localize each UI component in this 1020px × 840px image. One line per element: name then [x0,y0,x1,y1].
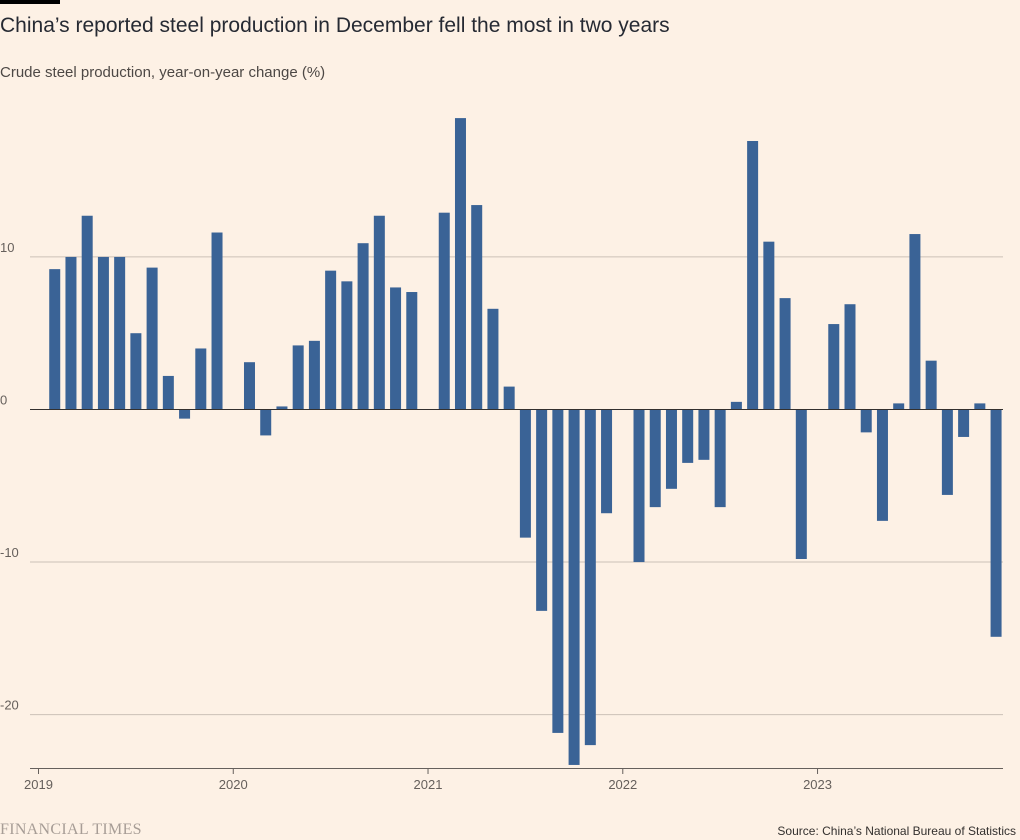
bar [406,292,418,410]
chart-title: China’s reported steel production in Dec… [0,14,670,37]
x-tick-label: 2023 [803,777,832,792]
bar [65,256,77,410]
bar [292,345,304,410]
bar [876,409,888,521]
bar [130,333,142,410]
grid-layer: 10 0 -10 -20 [0,240,1003,716]
x-tick-label: 2020 [219,777,248,792]
bar [601,409,613,514]
bar [844,304,856,410]
bar [179,409,191,419]
bar [81,215,93,410]
x-tick-label: 2021 [414,777,443,792]
bar [779,298,791,410]
bar [260,409,272,436]
bar [665,409,677,489]
bar [487,308,499,410]
bar [357,243,369,410]
source-note: Source: China’s National Bureau of Stati… [777,824,1016,838]
bar [162,375,174,410]
bar [893,403,905,410]
bar [454,118,466,410]
bar [519,409,531,538]
bar [308,340,320,410]
bar [763,241,775,410]
bar [974,403,986,410]
bar [909,234,921,410]
bar [649,409,661,508]
bar [633,409,645,563]
bar [97,256,109,410]
bar [714,409,726,508]
bar [730,401,742,410]
bar [990,409,1002,637]
bar [471,205,483,410]
bar [860,409,872,433]
bar [211,232,223,410]
chart-subtitle: Crude steel production, year-on-year cha… [0,64,326,81]
bar [276,406,288,410]
y-tick-label: 10 [0,240,14,255]
bar [552,409,564,733]
bar [568,409,580,765]
bar [341,281,353,410]
bar [698,409,710,460]
bar [925,360,937,410]
bar [438,212,450,410]
bar [941,409,953,495]
bar [114,256,126,410]
y-tick-label: 0 [0,392,7,407]
bar [682,409,694,463]
bar [536,409,548,611]
bar [146,267,158,410]
y-tick-label: -10 [0,545,19,560]
bar [795,409,807,559]
ft-top-rule [0,0,60,4]
axis-layer: 2019 2020 2021 2022 2023 [24,408,1003,792]
bar [195,348,207,410]
bar-layer [49,118,1002,765]
bar [584,409,596,746]
bar [828,324,840,410]
bar [243,362,255,410]
bar [49,269,61,410]
bar [373,215,385,410]
bar [390,287,402,410]
bar [747,140,759,410]
bar [958,409,970,437]
x-tick-label: 2019 [24,777,53,792]
bar [325,270,337,410]
bar [503,386,515,410]
ft-logo: FINANCIAL TIMES [0,821,142,838]
y-tick-label: -20 [0,698,19,713]
x-tick-label: 2022 [608,777,637,792]
